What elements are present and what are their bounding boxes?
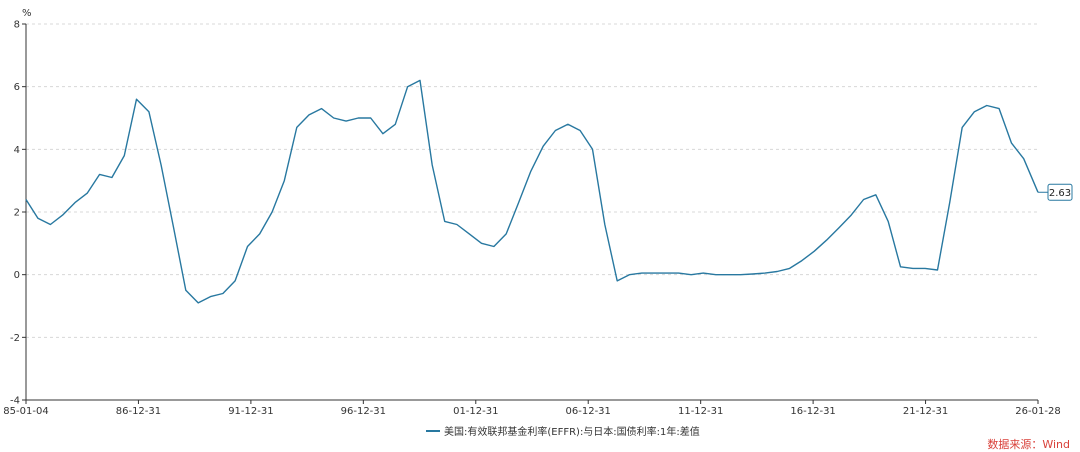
y-tick-labels: -4 -2 0 2 4 6 8	[10, 20, 26, 407]
y-tick-label: 4	[14, 145, 20, 156]
x-tick-label: 06-12-31	[566, 406, 611, 417]
x-tick-label: 16-12-31	[790, 406, 835, 417]
x-tick-label: 96-12-31	[341, 406, 386, 417]
series-group	[25, 79, 1039, 304]
x-tick-label: 86-12-31	[116, 406, 161, 417]
y-tick-label: 8	[14, 20, 20, 31]
end-value-label: 2.63	[1049, 188, 1071, 199]
y-tick-label: 0	[14, 270, 20, 281]
x-tick-label: 11-12-31	[678, 406, 723, 417]
y-tick-label: 6	[14, 82, 20, 93]
x-tick-label: 01-12-31	[453, 406, 498, 417]
x-tick-labels: 85-01-04 86-12-31 91-12-31 96-12-31 01-12-31…	[3, 400, 1061, 417]
x-tick-label: 26-01-28	[1015, 406, 1060, 417]
y-unit-label: %	[22, 8, 32, 19]
y-tick-label: -2	[10, 333, 20, 344]
x-tick-label: 85-01-04	[3, 406, 48, 417]
grid-lines	[26, 23, 1038, 338]
y-tick-label: 2	[14, 208, 20, 219]
x-tick-label: 91-12-31	[228, 406, 273, 417]
legend-label: 美国:有效联邦基金利率(EFFR):与日本:国债利率:1年:差值	[444, 427, 700, 438]
source-note: 数据来源：Wind	[987, 438, 1070, 451]
end-value-marker: 2.63	[1038, 183, 1073, 201]
end-value-box	[1047, 183, 1073, 201]
x-tick-label: 21-12-31	[903, 406, 948, 417]
series-line	[25, 79, 1039, 304]
y-tick-label: -4	[10, 396, 20, 407]
legend: 美国:有效联邦基金利率(EFFR):与日本:国债利率:1年:差值	[426, 423, 700, 438]
legend-swatch	[426, 429, 440, 432]
